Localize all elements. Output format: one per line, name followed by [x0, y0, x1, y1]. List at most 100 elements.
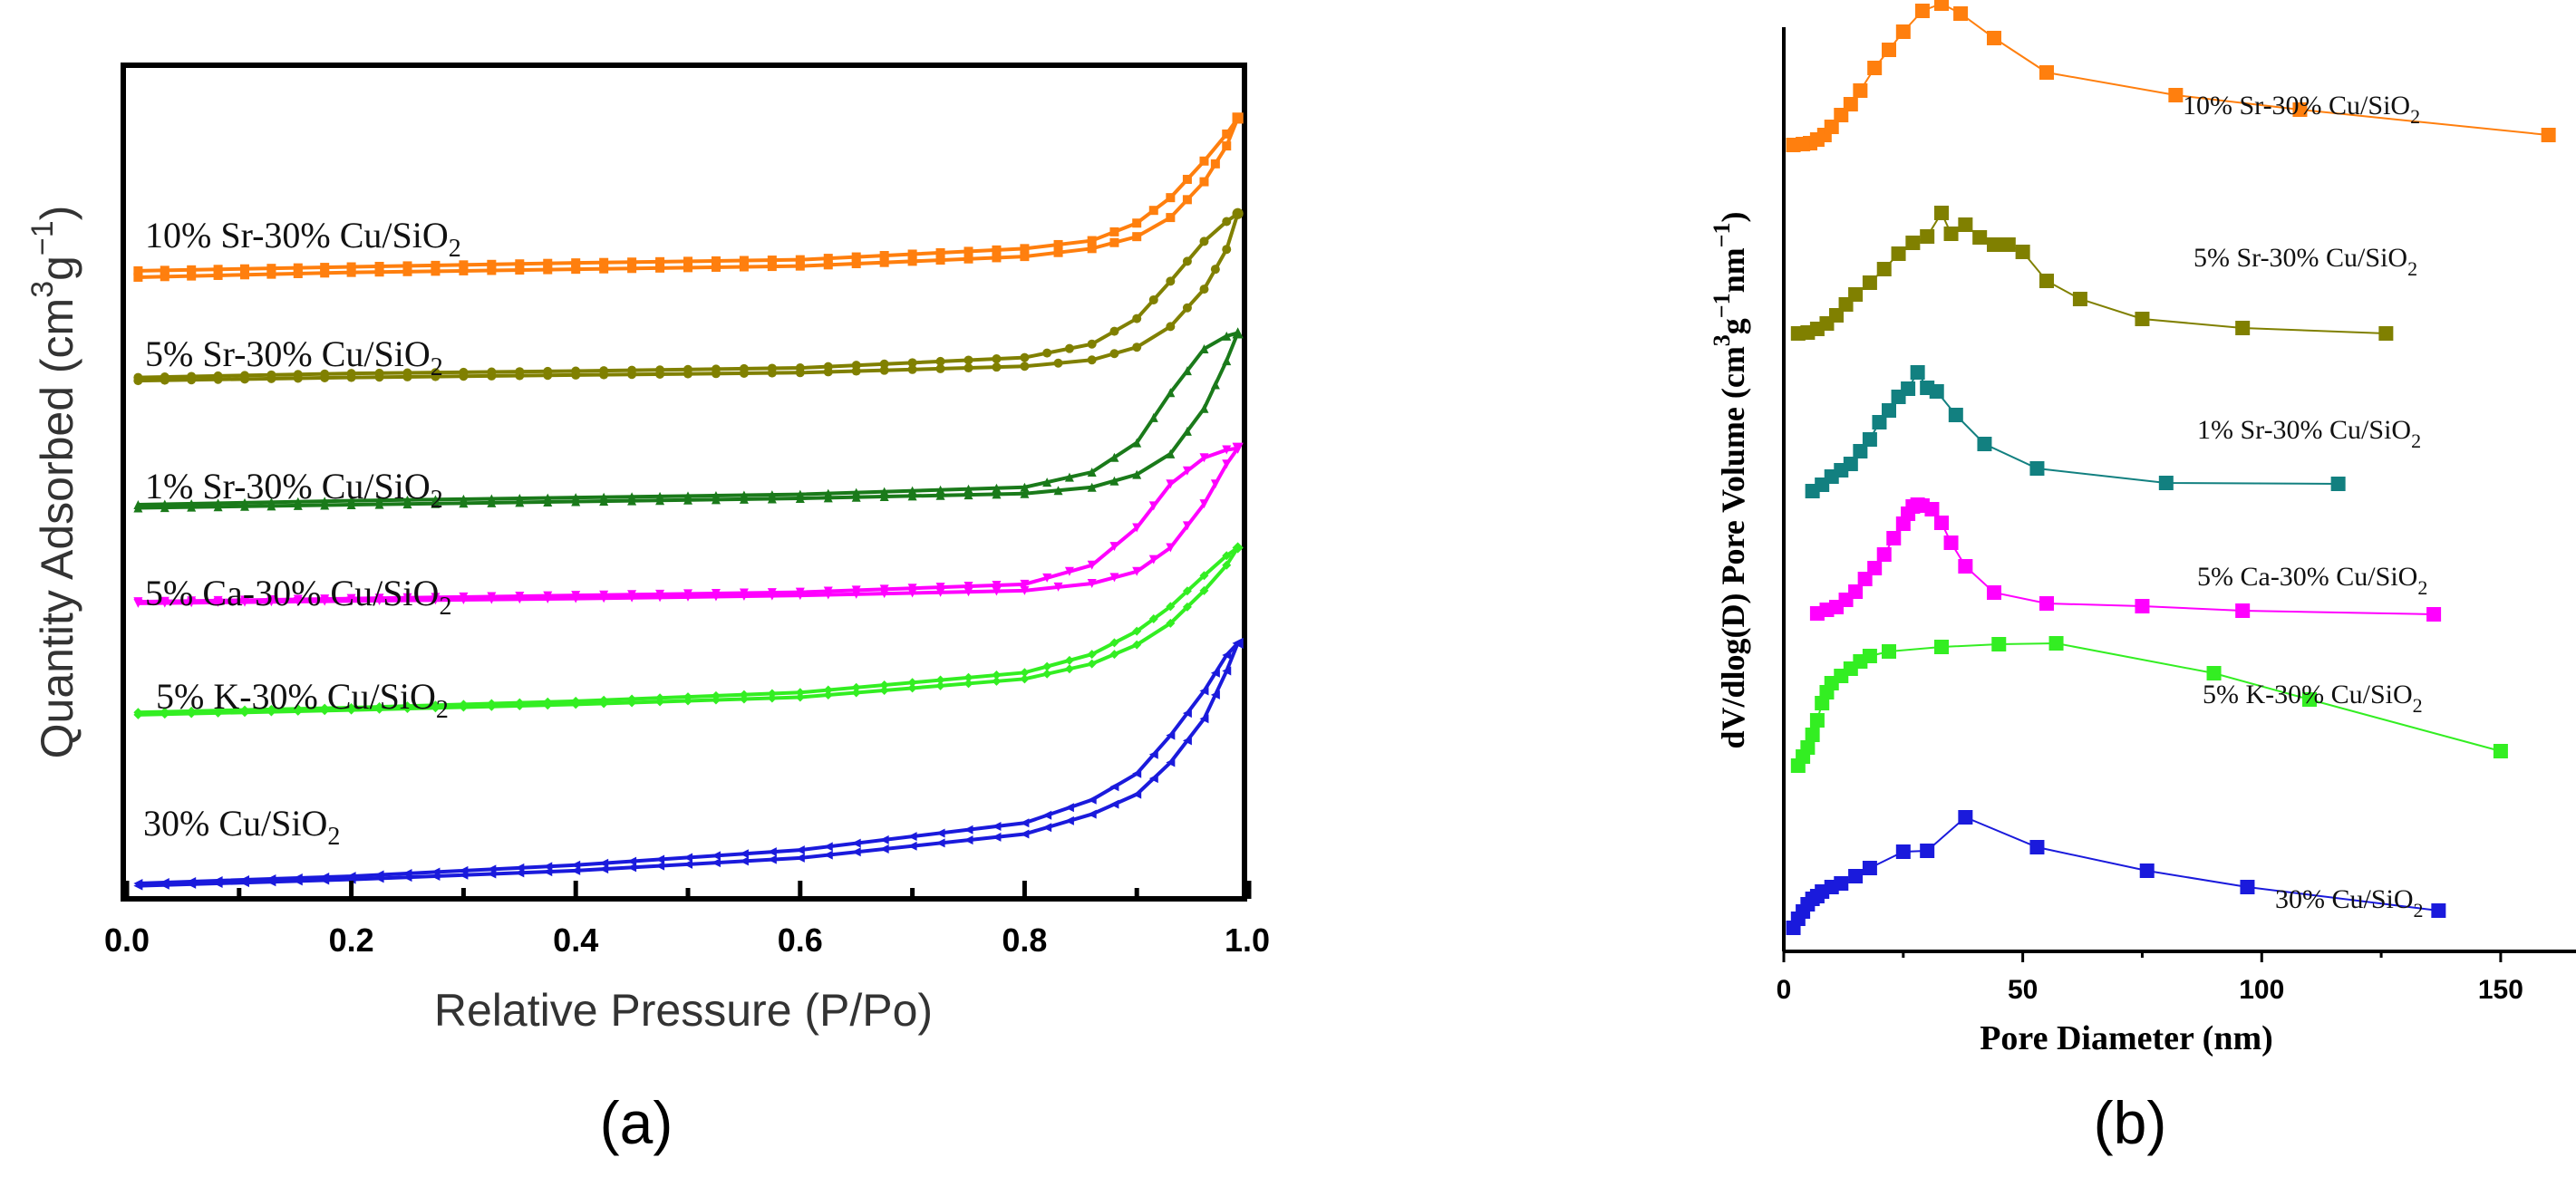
desorption-point — [655, 854, 665, 864]
desorption-point — [213, 706, 223, 716]
desorption-point — [1210, 668, 1220, 678]
desorption-point — [374, 702, 384, 712]
desorption-point — [459, 865, 469, 875]
psd-point — [1862, 432, 1877, 447]
adsorption-point — [964, 254, 973, 264]
desorption-point — [964, 484, 973, 494]
adsorption-point — [160, 272, 169, 282]
desorption-point — [711, 364, 721, 374]
desorption-point — [851, 585, 861, 595]
desorption-point — [266, 497, 276, 507]
desorption-point — [239, 705, 249, 715]
desorption-point — [1087, 468, 1097, 478]
psd-point — [2235, 321, 2251, 335]
desorption-point — [1148, 749, 1158, 759]
desorption-point — [543, 258, 553, 268]
desorption-point — [402, 261, 412, 271]
psd-point — [1834, 876, 1849, 891]
psd-point — [1920, 844, 1935, 858]
desorption-point — [1132, 438, 1142, 448]
x-tick-label: 0.8 — [1002, 921, 1047, 959]
end-point — [1232, 207, 1244, 219]
desorption-point — [655, 693, 665, 703]
desorption-point — [1042, 810, 1052, 820]
adsorption-point — [1199, 177, 1209, 187]
desorption-point — [907, 486, 917, 496]
psd-point — [2206, 666, 2222, 680]
desorption-point — [627, 856, 637, 866]
desorption-point — [655, 589, 665, 599]
isotherm-series-5 — [133, 637, 1244, 891]
psd-point — [1905, 236, 1921, 250]
desorption-point — [1166, 193, 1176, 203]
psd-label-2: 1% Sr-30% Cu/SiO2 — [2197, 415, 2421, 452]
desorption-point — [599, 492, 609, 502]
desorption-point — [374, 261, 384, 271]
desorption-point — [767, 689, 777, 699]
adsorption-point — [1148, 555, 1158, 564]
adsorption-point — [1199, 714, 1209, 724]
desorption-point — [1222, 445, 1232, 455]
panel-b-y-axis-label: dV/dlog(D) Pore Volume (cm3g−1nm−1) — [1709, 212, 1751, 749]
desorption-point — [823, 842, 833, 852]
isotherm-label-3: 5% Ca-30% Cu/SiO2 — [145, 573, 451, 621]
desorption-point — [1222, 217, 1232, 227]
adsorption-point — [1053, 582, 1063, 592]
desorption-point — [1064, 343, 1074, 353]
adsorption-point — [1109, 476, 1119, 486]
desorption-point — [1166, 602, 1176, 612]
desorption-point — [599, 590, 609, 600]
adsorption-point — [1166, 322, 1176, 332]
adsorption-point — [1222, 141, 1232, 151]
desorption-point — [1182, 586, 1192, 596]
adsorption-point — [1182, 602, 1192, 612]
desorption-point — [1109, 782, 1119, 792]
psd-point — [2330, 477, 2346, 491]
desorption-point — [133, 878, 143, 888]
adsorption-point — [1109, 237, 1119, 247]
psd-point — [2378, 326, 2394, 341]
desorption-point — [320, 497, 330, 506]
desorption-point — [571, 366, 581, 376]
desorption-point — [374, 870, 384, 880]
psd-point — [1824, 120, 1839, 134]
adsorption-point — [1210, 380, 1220, 390]
desorption-point — [711, 851, 721, 861]
desorption-point — [992, 671, 1002, 680]
adsorption-point — [1132, 232, 1142, 242]
desorption-point — [683, 692, 692, 702]
adsorption-point — [851, 259, 861, 269]
desorption-point — [160, 372, 169, 382]
psd-point — [1987, 585, 2001, 600]
adsorption-point — [879, 492, 889, 502]
psd-label-3: 5% Ca-30% Cu/SiO2 — [2197, 562, 2427, 599]
psd-point — [1848, 584, 1864, 599]
desorption-point — [459, 699, 469, 709]
desorption-point — [1199, 571, 1209, 581]
adsorption-point — [1199, 285, 1209, 294]
desorption-point — [346, 369, 356, 379]
adsorption-point — [1132, 640, 1142, 650]
desorption-point — [599, 366, 609, 376]
desorption-point — [320, 703, 330, 713]
desorption-point — [346, 262, 356, 272]
desorption-point — [683, 853, 692, 863]
adsorption-point — [627, 264, 637, 274]
desorption-point — [767, 363, 777, 373]
adsorption-point — [851, 688, 861, 698]
adsorption-point — [1132, 566, 1142, 576]
adsorption-point — [1064, 664, 1074, 674]
desorption-point — [571, 696, 581, 706]
adsorption-point — [907, 364, 917, 374]
desorption-point — [767, 588, 777, 598]
desorption-point — [1148, 206, 1158, 216]
desorption-point — [879, 680, 889, 690]
desorption-point — [1182, 174, 1192, 184]
desorption-point — [1087, 650, 1097, 660]
desorption-point — [935, 675, 945, 685]
desorption-point — [266, 370, 276, 380]
psd-point — [2292, 102, 2308, 117]
desorption-point — [627, 492, 637, 502]
adsorption-point — [992, 832, 1002, 842]
psd-point — [1886, 531, 1902, 545]
